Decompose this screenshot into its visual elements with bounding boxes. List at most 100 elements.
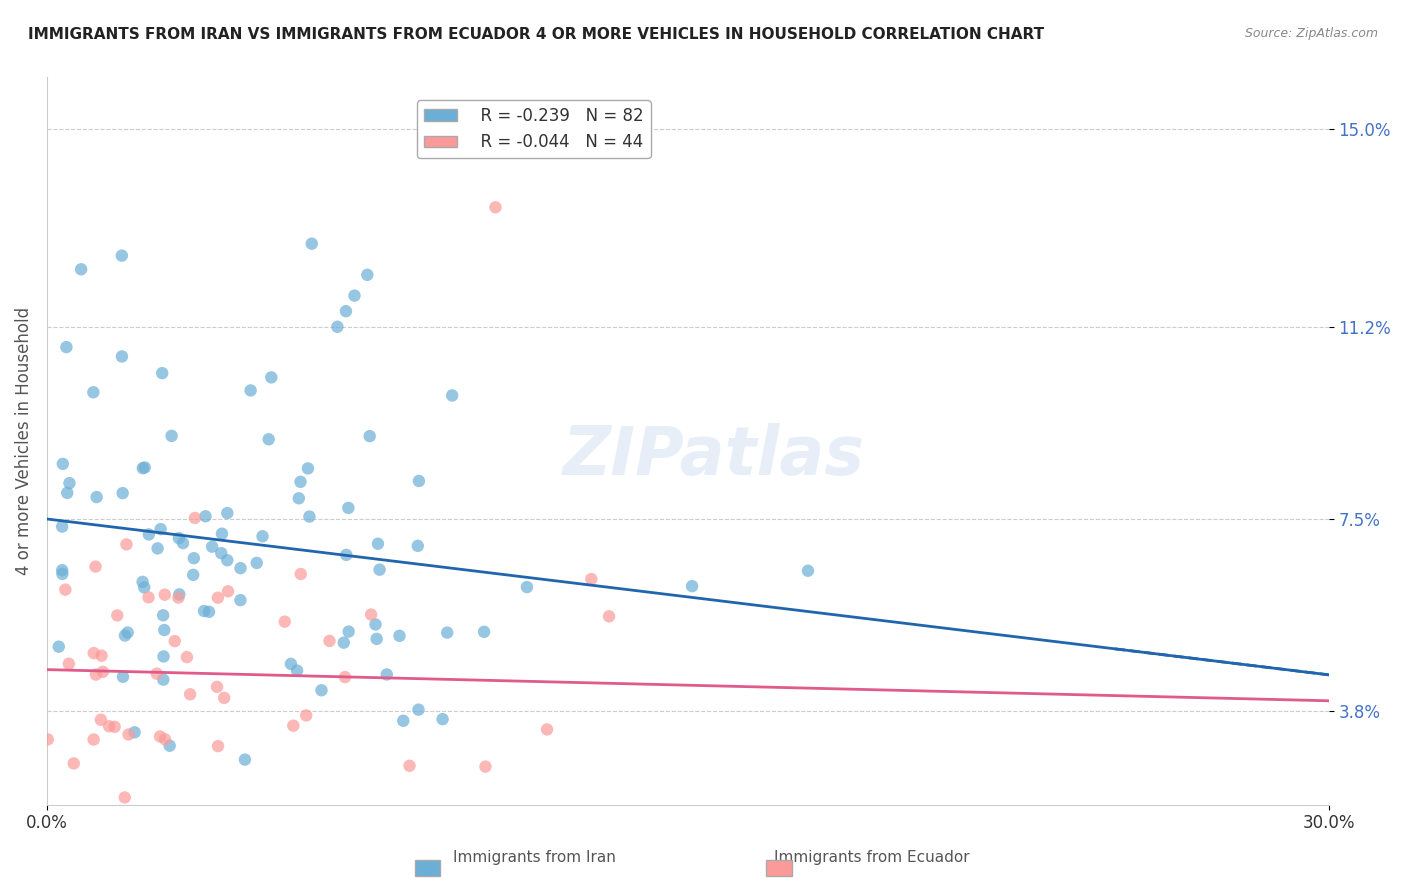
Immigrants from Ecuador	[90, 713, 112, 727]
Immigrants from Iran	[56, 486, 79, 500]
Immigrants from Ecuador	[153, 732, 176, 747]
Immigrants from Iran	[181, 567, 204, 582]
Legend:   R = -0.239   N = 82,   R = -0.044   N = 44: R = -0.239 N = 82, R = -0.044 N = 44	[418, 100, 651, 158]
Immigrants from Iran	[111, 486, 134, 500]
Text: Immigrants from Iran: Immigrants from Iran	[453, 850, 616, 865]
Immigrants from Iran	[134, 581, 156, 595]
Immigrants from Iran	[198, 605, 221, 619]
Immigrants from Ecuador	[84, 559, 107, 574]
Immigrants from Iran	[132, 461, 155, 475]
Immigrants from Iran	[367, 537, 389, 551]
Immigrants from Iran	[193, 604, 215, 618]
Immigrants from Iran	[51, 519, 73, 533]
Immigrants from Ecuador	[598, 609, 620, 624]
Immigrants from Iran	[169, 587, 191, 601]
Immigrants from Iran	[131, 574, 153, 589]
Immigrants from Iran	[146, 541, 169, 556]
Immigrants from Iran	[301, 236, 323, 251]
Immigrants from Ecuador	[104, 720, 127, 734]
Immigrants from Ecuador	[62, 756, 84, 771]
Immigrants from Iran	[201, 540, 224, 554]
Immigrants from Iran	[70, 262, 93, 277]
Immigrants from Ecuador	[581, 572, 603, 586]
Immigrants from Iran	[217, 506, 239, 520]
Immigrants from Iran	[335, 304, 357, 318]
Immigrants from Iran	[681, 579, 703, 593]
Immigrants from Iran	[51, 563, 73, 577]
Immigrants from Iran	[408, 703, 430, 717]
Immigrants from Ecuador	[98, 719, 121, 733]
Immigrants from Iran	[117, 625, 139, 640]
Immigrants from Ecuador	[318, 634, 340, 648]
Immigrants from Iran	[285, 664, 308, 678]
Immigrants from Iran	[392, 714, 415, 728]
Immigrants from Iran	[86, 490, 108, 504]
Immigrants from Iran	[364, 617, 387, 632]
Immigrants from Iran	[260, 370, 283, 384]
Immigrants from Iran	[160, 429, 183, 443]
Immigrants from Iran	[152, 649, 174, 664]
Immigrants from Iran	[436, 625, 458, 640]
Immigrants from Ecuador	[117, 727, 139, 741]
Immigrants from Ecuador	[184, 511, 207, 525]
Immigrants from Ecuador	[179, 687, 201, 701]
Immigrants from Ecuador	[138, 591, 160, 605]
Immigrants from Ecuador	[484, 200, 506, 214]
Immigrants from Iran	[138, 527, 160, 541]
Immigrants from Iran	[152, 608, 174, 623]
Immigrants from Iran	[797, 564, 820, 578]
Immigrants from Iran	[52, 457, 75, 471]
Immigrants from Ecuador	[84, 667, 107, 681]
Immigrants from Ecuador	[146, 666, 169, 681]
Immigrants from Iran	[124, 725, 146, 739]
Text: IMMIGRANTS FROM IRAN VS IMMIGRANTS FROM ECUADOR 4 OR MORE VEHICLES IN HOUSEHOLD : IMMIGRANTS FROM IRAN VS IMMIGRANTS FROM …	[28, 27, 1045, 42]
Immigrants from Ecuador	[105, 608, 128, 623]
Immigrants from Iran	[134, 460, 156, 475]
Immigrants from Iran	[82, 385, 104, 400]
Immigrants from Iran	[432, 712, 454, 726]
Immigrants from Iran	[257, 432, 280, 446]
Immigrants from Iran	[375, 667, 398, 681]
Immigrants from Iran	[290, 475, 312, 489]
Immigrants from Ecuador	[115, 537, 138, 551]
Immigrants from Ecuador	[295, 708, 318, 723]
Immigrants from Iran	[337, 624, 360, 639]
Immigrants from Ecuador	[398, 759, 420, 773]
Immigrants from Iran	[111, 670, 134, 684]
Immigrants from Iran	[114, 629, 136, 643]
Immigrants from Iran	[194, 509, 217, 524]
Immigrants from Iran	[297, 461, 319, 475]
Immigrants from Iran	[472, 624, 495, 639]
Immigrants from Iran	[298, 509, 321, 524]
Immigrants from Iran	[359, 429, 381, 443]
Immigrants from Ecuador	[474, 759, 496, 773]
Immigrants from Iran	[217, 553, 239, 567]
Immigrants from Iran	[152, 673, 174, 687]
Immigrants from Iran	[366, 632, 388, 646]
Immigrants from Ecuador	[290, 567, 312, 582]
Immigrants from Ecuador	[83, 732, 105, 747]
Immigrants from Iran	[55, 340, 77, 354]
Immigrants from Iran	[211, 526, 233, 541]
Immigrants from Ecuador	[58, 657, 80, 671]
Immigrants from Iran	[149, 522, 172, 536]
Immigrants from Iran	[159, 739, 181, 753]
Immigrants from Ecuador	[91, 665, 114, 679]
Immigrants from Iran	[335, 548, 357, 562]
Immigrants from Ecuador	[153, 588, 176, 602]
Immigrants from Iran	[48, 640, 70, 654]
Immigrants from Ecuador	[163, 634, 186, 648]
Immigrants from Iran	[58, 476, 80, 491]
Immigrants from Iran	[209, 546, 232, 560]
Immigrants from Iran	[239, 384, 262, 398]
Immigrants from Iran	[337, 500, 360, 515]
Immigrants from Ecuador	[205, 680, 228, 694]
Immigrants from Iran	[233, 753, 256, 767]
Immigrants from Iran	[246, 556, 269, 570]
Immigrants from Iran	[288, 491, 311, 506]
Immigrants from Ecuador	[114, 790, 136, 805]
Immigrants from Ecuador	[53, 582, 76, 597]
Text: Immigrants from Ecuador: Immigrants from Ecuador	[773, 850, 970, 865]
Immigrants from Ecuador	[176, 650, 198, 665]
Y-axis label: 4 or more Vehicles in Household: 4 or more Vehicles in Household	[15, 307, 32, 575]
